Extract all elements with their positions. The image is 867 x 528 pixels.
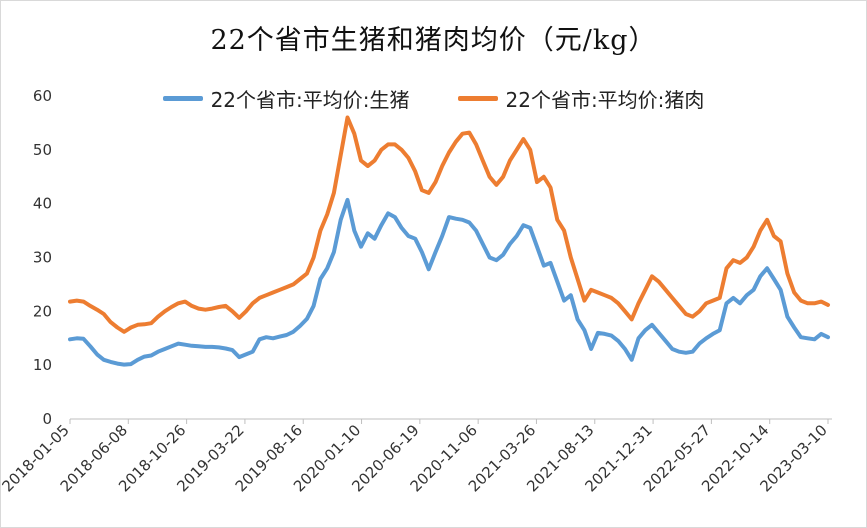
legend-item-pork: 22个省市:平均价:猪肉 [457, 84, 705, 113]
series-line-hog [68, 197, 830, 367]
y-tick-label: 10 [33, 356, 52, 374]
legend-swatch-hog [162, 96, 203, 101]
legend-item-hog: 22个省市:平均价:生猪 [162, 84, 410, 113]
y-tick-label: 50 [33, 141, 52, 159]
legend-label-hog: 22个省市:平均价:生猪 [210, 88, 410, 112]
y-tick-label: 40 [33, 195, 52, 213]
y-tick-label: 0 [42, 410, 52, 428]
series-line-pork [68, 115, 830, 334]
y-tick-label: 30 [33, 249, 52, 267]
legend-swatch-pork [457, 96, 498, 101]
legend: 22个省市:平均价:生猪 22个省市:平均价:猪肉 [0, 84, 867, 113]
y-tick-label: 20 [33, 302, 52, 320]
legend-label-pork: 22个省市:平均价:猪肉 [505, 88, 705, 112]
chart-title: 22个省市生猪和猪肉均价（元/kg） [210, 25, 657, 56]
y-tick-label: 60 [33, 87, 52, 105]
